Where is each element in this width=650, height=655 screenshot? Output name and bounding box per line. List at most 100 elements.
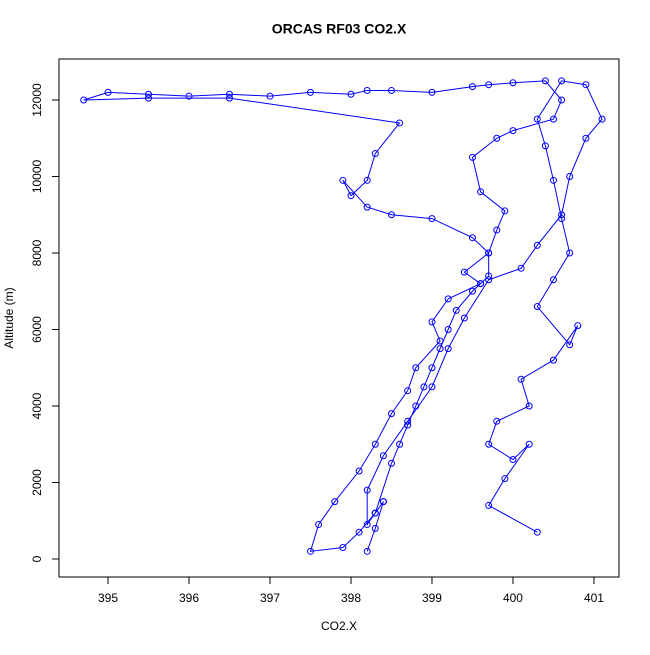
point bbox=[363, 176, 371, 184]
point bbox=[493, 226, 501, 234]
point bbox=[582, 134, 590, 142]
point bbox=[485, 81, 493, 89]
x-tick-label: 398 bbox=[341, 591, 361, 605]
point bbox=[460, 268, 468, 276]
point bbox=[444, 295, 452, 303]
point bbox=[363, 86, 371, 94]
point bbox=[104, 88, 112, 96]
point bbox=[371, 440, 379, 448]
point bbox=[363, 486, 371, 494]
point bbox=[533, 241, 541, 249]
point bbox=[533, 303, 541, 311]
point bbox=[493, 417, 501, 425]
plot-frame bbox=[58, 58, 620, 578]
x-tick-label: 395 bbox=[98, 591, 118, 605]
point bbox=[558, 215, 566, 223]
point bbox=[525, 402, 533, 410]
point bbox=[566, 172, 574, 180]
point bbox=[485, 272, 493, 280]
point bbox=[533, 528, 541, 536]
point bbox=[412, 402, 420, 410]
point bbox=[485, 440, 493, 448]
point bbox=[541, 77, 549, 85]
point bbox=[347, 90, 355, 98]
point bbox=[549, 276, 557, 284]
point bbox=[428, 215, 436, 223]
x-tick-label: 400 bbox=[503, 591, 523, 605]
point bbox=[541, 142, 549, 150]
point bbox=[80, 96, 88, 104]
point bbox=[404, 421, 412, 429]
point bbox=[428, 88, 436, 96]
point bbox=[452, 306, 460, 314]
y-tick-label: 4000 bbox=[30, 392, 44, 419]
point bbox=[485, 276, 493, 284]
point bbox=[144, 90, 152, 98]
point bbox=[477, 280, 485, 288]
point bbox=[379, 498, 387, 506]
point bbox=[144, 94, 152, 102]
point bbox=[517, 375, 525, 383]
point bbox=[549, 176, 557, 184]
x-tick-label: 399 bbox=[422, 591, 442, 605]
point bbox=[347, 192, 355, 200]
point bbox=[363, 203, 371, 211]
point bbox=[404, 417, 412, 425]
point bbox=[566, 341, 574, 349]
point bbox=[533, 115, 541, 123]
point bbox=[331, 498, 339, 506]
y-tick-label: 12000 bbox=[30, 83, 44, 117]
point bbox=[355, 467, 363, 475]
point bbox=[501, 475, 509, 483]
point bbox=[428, 364, 436, 372]
point bbox=[444, 325, 452, 333]
x-tick-label: 396 bbox=[179, 591, 199, 605]
point bbox=[428, 318, 436, 326]
point bbox=[412, 364, 420, 372]
point bbox=[444, 345, 452, 353]
point bbox=[428, 383, 436, 391]
point bbox=[387, 459, 395, 467]
point bbox=[396, 119, 404, 127]
point bbox=[371, 524, 379, 532]
point bbox=[436, 337, 444, 345]
point bbox=[468, 234, 476, 242]
point bbox=[436, 345, 444, 353]
point bbox=[501, 207, 509, 215]
point bbox=[468, 287, 476, 295]
point bbox=[509, 79, 517, 87]
x-tick-label: 397 bbox=[260, 591, 280, 605]
point bbox=[387, 211, 395, 219]
point bbox=[387, 86, 395, 94]
point bbox=[598, 115, 606, 123]
point bbox=[549, 115, 557, 123]
point bbox=[363, 521, 371, 529]
point bbox=[420, 383, 428, 391]
point bbox=[517, 264, 525, 272]
point bbox=[387, 410, 395, 418]
point bbox=[558, 211, 566, 219]
point bbox=[371, 150, 379, 158]
point bbox=[225, 90, 233, 98]
point bbox=[396, 440, 404, 448]
point bbox=[509, 456, 517, 464]
point bbox=[404, 387, 412, 395]
y-tick-label: 8000 bbox=[30, 239, 44, 266]
chart-title: ORCAS RF03 CO2.X bbox=[272, 21, 407, 37]
point bbox=[493, 134, 501, 142]
point bbox=[549, 356, 557, 364]
point bbox=[306, 547, 314, 555]
point bbox=[339, 544, 347, 552]
point bbox=[339, 176, 347, 184]
point bbox=[379, 452, 387, 460]
point bbox=[477, 188, 485, 196]
point bbox=[485, 501, 493, 509]
series-line bbox=[83, 80, 603, 552]
point bbox=[566, 249, 574, 257]
point bbox=[574, 322, 582, 330]
point bbox=[371, 509, 379, 517]
point bbox=[485, 249, 493, 257]
point bbox=[468, 153, 476, 161]
point bbox=[460, 314, 468, 322]
point bbox=[525, 440, 533, 448]
